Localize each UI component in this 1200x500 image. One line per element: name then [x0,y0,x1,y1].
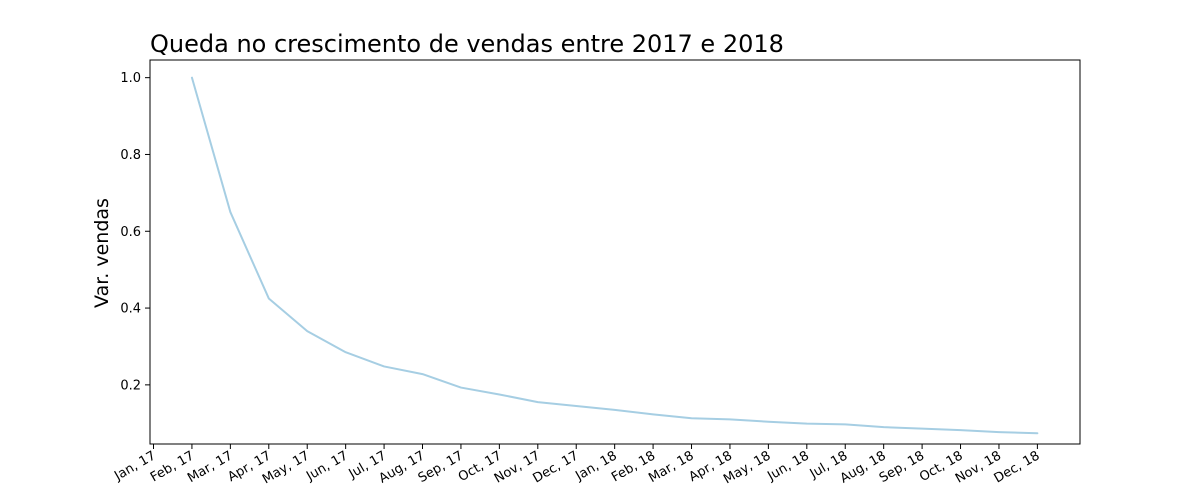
data-point [268,297,270,299]
data-point [921,428,923,430]
data-point [306,330,308,332]
y-tick-label: 0.2 [120,378,141,393]
data-point [229,211,231,213]
data-point [537,401,539,403]
data-point [998,431,1000,433]
data-point [345,351,347,353]
x-tick-label: Jun, 18 [764,448,811,484]
data-point [1036,432,1038,434]
data-point [767,421,769,423]
data-point [844,423,846,425]
data-point [652,413,654,415]
data-point [422,373,424,375]
y-axis-title: Var. vendas [91,198,113,308]
data-point [960,429,962,431]
plot-frame [149,59,1081,445]
data-point [806,423,808,425]
data-point [614,409,616,411]
data-point [729,418,731,420]
data-point [383,365,385,367]
series-line [190,76,1039,435]
data-point [575,405,577,407]
chart-title: Queda no crescimento de vendas entre 201… [150,30,784,58]
data-point [691,417,693,419]
y-tick-label: 0.6 [120,225,141,240]
data-point [498,393,500,395]
y-tick-label: 0.4 [120,302,141,317]
y-tick-label: 0.8 [120,148,141,163]
y-tick-label: 1.0 [120,71,141,86]
data-point [460,387,462,389]
data-point [191,77,193,79]
data-point [883,426,885,428]
x-tick-label: Jun, 17 [303,448,350,484]
